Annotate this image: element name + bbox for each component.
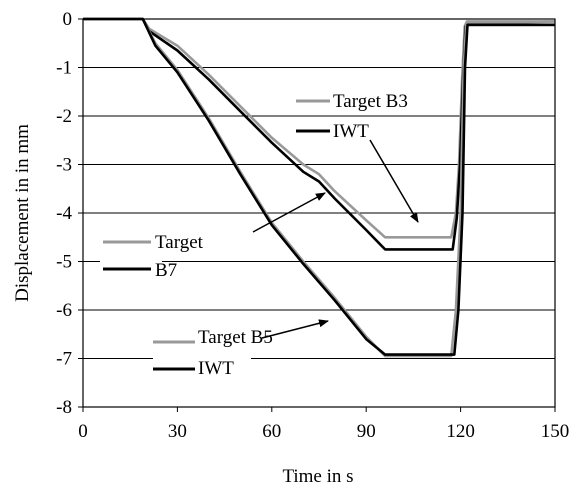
y-tick-label: -5 [56, 252, 72, 273]
pointer-arrow-b3 [369, 139, 419, 223]
y-tick-label: -3 [56, 155, 72, 176]
x-tick-label: 0 [78, 421, 88, 442]
legend-label-b5-target: Target B5 [198, 327, 273, 348]
y-tick-label: -4 [56, 203, 72, 224]
pointer-arrow-b5 [261, 319, 329, 339]
legend-label-b3-target: Target B3 [333, 91, 408, 112]
x-tick-label: 30 [168, 421, 187, 442]
y-tick-label: 0 [63, 9, 73, 30]
series-line-4 [83, 17, 555, 356]
x-tick-label: 120 [446, 421, 475, 442]
legend-group-b5: Target B5 IWT [153, 319, 329, 379]
y-tick-label: -2 [56, 106, 72, 127]
legend-group-b7: Target B7 [100, 192, 326, 281]
legend-bg-b3-target [292, 89, 397, 111]
legend-bg-b5-iwt [153, 356, 251, 378]
x-axis-title: Time in s [282, 466, 353, 487]
legend-label-b3-iwt: IWT [333, 121, 369, 142]
y-axis-title: Displacement in in mm [12, 124, 33, 302]
legend-group-b3: Target B3 IWT [292, 89, 419, 223]
y-tick-label: -6 [56, 300, 72, 321]
series-line-3 [83, 17, 556, 358]
ticks: 0 -1 -2 -3 -4 -5 -6 -7 -8 0 30 60 90 120 150 [56, 9, 569, 442]
legend-bg-b3-iwt [292, 118, 362, 140]
y-tick-label: -8 [56, 397, 72, 418]
legend-label-b7-b7: B7 [155, 260, 177, 281]
legend-label-b5-iwt: IWT [198, 358, 234, 379]
pointer-arrow-b7 [252, 192, 326, 233]
y-tick-label: -7 [56, 349, 72, 370]
series-layer [83, 17, 556, 358]
gridlines [83, 18, 555, 408]
y-tick-label: -1 [56, 58, 72, 79]
x-tick-label: 60 [262, 421, 281, 442]
x-tick-label: 150 [541, 421, 570, 442]
legend-label-b7-target: Target [155, 232, 204, 253]
x-tick-label: 90 [357, 421, 376, 442]
